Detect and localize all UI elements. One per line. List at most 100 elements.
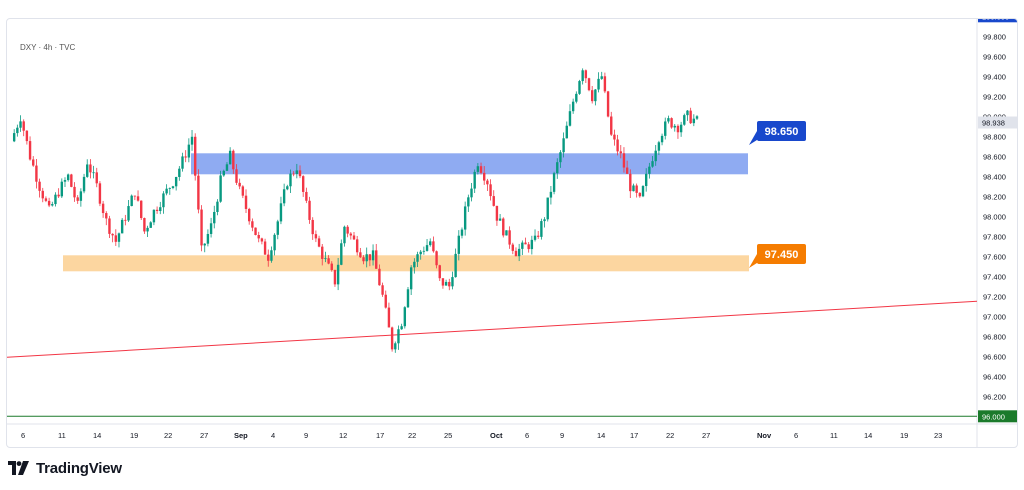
- x-tick-label: 4: [271, 431, 275, 440]
- candle-body: [225, 164, 229, 171]
- candle-body: [638, 192, 642, 197]
- candle-body: [416, 254, 419, 262]
- candle-body: [641, 186, 645, 197]
- candle-body: [124, 219, 127, 221]
- candle-body: [146, 227, 149, 232]
- candle-body: [286, 186, 289, 190]
- candle-body: [346, 226, 349, 234]
- candle-body: [660, 135, 664, 143]
- candle-body: [295, 170, 299, 174]
- candle-body: [200, 209, 203, 246]
- candle-body: [244, 195, 248, 209]
- candle-body: [324, 258, 327, 260]
- candle-body: [629, 173, 632, 192]
- candle-body: [546, 197, 549, 220]
- candle-body: [587, 78, 591, 91]
- candle-body: [498, 218, 502, 221]
- candle-body: [232, 150, 235, 170]
- candle-body: [441, 278, 445, 286]
- candle-body: [400, 326, 403, 330]
- candle-body: [28, 141, 32, 160]
- candle-body: [140, 200, 143, 219]
- candle-body: [695, 116, 699, 119]
- candle-body: [352, 235, 356, 240]
- candle-body: [76, 197, 79, 201]
- footer: TradingView: [8, 459, 122, 477]
- candle-body: [209, 223, 213, 234]
- candle-body: [686, 110, 689, 116]
- candle-body: [184, 156, 187, 158]
- candle-body: [530, 239, 534, 250]
- price-axis[interactable]: 99.80099.60099.40099.20099.00098.80098.6…: [978, 19, 1018, 423]
- candle-body: [432, 241, 435, 252]
- x-tick-label: 27: [200, 431, 208, 440]
- candle-body: [679, 124, 683, 133]
- candle-body: [63, 180, 67, 182]
- candle-body: [86, 164, 89, 177]
- candle-body: [340, 243, 343, 265]
- x-tick-label: 23: [934, 431, 942, 440]
- candle-body: [32, 159, 35, 166]
- candle-body: [187, 144, 191, 158]
- candle-body: [575, 93, 578, 102]
- candle-body: [648, 166, 651, 174]
- candle-body: [47, 200, 51, 206]
- x-tick-label: 12: [339, 431, 347, 440]
- candle-body: [165, 188, 168, 194]
- candle-body: [105, 213, 108, 219]
- candle-body: [644, 173, 648, 187]
- y-tick-label: 98.800: [983, 132, 1006, 141]
- candle-body: [448, 281, 451, 287]
- x-tick-label: 25: [444, 431, 452, 440]
- last-price-tag: 98.938: [982, 119, 1005, 128]
- candle-body: [467, 197, 470, 207]
- candle-body: [51, 204, 54, 206]
- candle-body: [35, 165, 38, 182]
- y-tick-label: 97.800: [983, 232, 1006, 241]
- candle-body: [495, 205, 499, 221]
- candle-body: [162, 193, 165, 208]
- candle-body: [444, 281, 448, 286]
- candle-body: [143, 218, 146, 232]
- candle-body: [16, 127, 19, 134]
- y-tick-label: 96.800: [983, 332, 1006, 341]
- candle-body: [301, 176, 305, 192]
- candle-body: [292, 173, 295, 175]
- candle-body: [159, 207, 162, 211]
- candle-body: [397, 329, 400, 344]
- candle-body: [365, 254, 368, 262]
- candle-body: [308, 200, 311, 220]
- candle-body: [387, 307, 391, 328]
- callouts: 98.650 97.450: [749, 121, 806, 268]
- candle-body: [483, 172, 486, 181]
- candle-body: [552, 173, 556, 192]
- brand-name: TradingView: [36, 459, 122, 477]
- candle-body: [289, 173, 292, 187]
- candle-body: [270, 250, 273, 261]
- y-tick-label: 96.400: [983, 372, 1006, 381]
- candle-body: [168, 187, 171, 189]
- x-tick-label: 6: [21, 431, 25, 440]
- candle-body: [476, 166, 480, 172]
- callout-box: [757, 121, 806, 141]
- candle-body: [279, 203, 283, 222]
- candle-body: [241, 186, 245, 196]
- candle-body: [381, 285, 384, 295]
- candle-body: [273, 234, 276, 251]
- candle-body: [136, 196, 140, 201]
- candle-body: [92, 172, 95, 174]
- candle-body: [203, 243, 206, 246]
- x-tick-label: Sep: [234, 431, 248, 440]
- candle-body: [403, 307, 407, 327]
- candle-body: [384, 294, 387, 308]
- candle-body: [584, 70, 588, 79]
- candle-body: [657, 142, 661, 151]
- candle-body: [489, 184, 492, 197]
- support-price-tag-bg: [978, 410, 1017, 423]
- time-axis[interactable]: 6 11 14 19 22 27 Sep 4 9 12 17 22 25 Oct 6 9 14 17 22 27 Nov…: [21, 431, 942, 440]
- y-tick-label: 99.400: [983, 72, 1006, 81]
- candle-body: [556, 162, 559, 174]
- candle-body: [120, 219, 124, 234]
